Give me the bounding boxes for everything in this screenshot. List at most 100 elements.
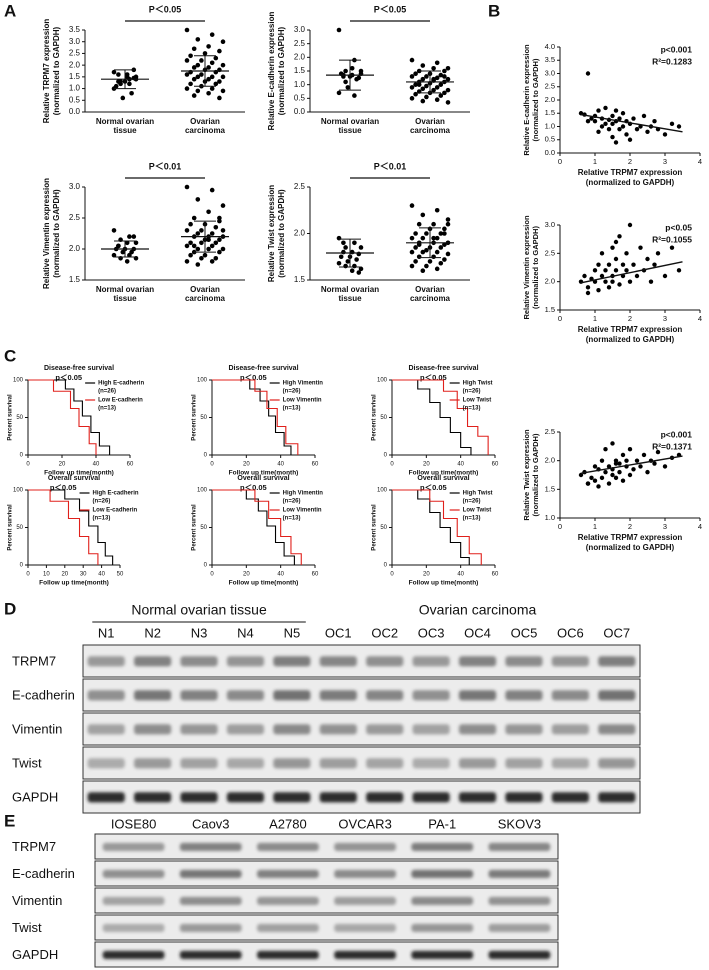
data-point <box>599 251 605 256</box>
x-tick-label: 40 <box>277 572 284 578</box>
data-point <box>603 447 608 452</box>
data-point <box>445 65 451 71</box>
blot-strip <box>94 941 559 968</box>
data-point <box>409 249 415 255</box>
legend-n: (n=13) <box>283 516 301 522</box>
data-point <box>578 472 584 478</box>
data-point <box>409 57 415 63</box>
data-point <box>662 464 668 469</box>
lane-label: N3 <box>191 625 208 640</box>
row-label: Twist <box>12 755 42 770</box>
data-point <box>424 94 429 100</box>
band <box>257 923 319 933</box>
data-point <box>662 273 668 279</box>
data-point <box>217 249 222 255</box>
data-point <box>603 469 608 475</box>
y-tick-label: 2.0 <box>69 244 81 253</box>
y-tick-label: 0.5 <box>69 95 81 104</box>
data-point <box>599 124 605 129</box>
data-point <box>434 235 440 241</box>
y-tick-label: 100 <box>377 488 388 494</box>
x-tick-label: 2 <box>628 522 632 531</box>
data-point <box>199 255 204 261</box>
data-point <box>358 266 364 272</box>
data-point <box>438 72 444 78</box>
band <box>273 758 311 769</box>
data-point <box>434 249 440 255</box>
band <box>180 690 218 701</box>
band <box>179 950 242 960</box>
data-point <box>217 48 222 54</box>
data-point <box>617 126 622 132</box>
legend-n: (n=26) <box>98 389 116 395</box>
legend-label: Low Twist <box>463 398 492 404</box>
survival-curve <box>392 489 470 565</box>
legend-label: Low Twist <box>463 508 492 514</box>
data-point <box>431 76 436 82</box>
band <box>334 896 396 906</box>
p-value: p＜0.05 <box>420 373 447 382</box>
legend-n: (n=26) <box>93 499 111 505</box>
data-point <box>434 60 440 66</box>
band <box>458 758 497 769</box>
x-axis-label: Follow up time(month) <box>229 580 299 587</box>
y-tick-label: 2.0 <box>545 456 555 465</box>
data-point <box>434 97 440 102</box>
data-point <box>191 243 197 249</box>
lane-label: OC2 <box>371 625 398 640</box>
data-point <box>409 96 415 101</box>
blot-strip <box>82 746 641 780</box>
y-axis-label: Relative E-cadherin expression <box>267 12 276 131</box>
group-label: Normal ovarian tissue <box>131 602 267 618</box>
legend-label: High Twist <box>463 381 493 387</box>
data-point <box>413 231 418 236</box>
data-point <box>613 475 619 481</box>
data-point <box>585 290 591 296</box>
data-point <box>445 100 451 105</box>
data-point <box>603 121 608 127</box>
data-point <box>620 124 626 129</box>
data-point <box>336 260 342 266</box>
data-point <box>213 225 219 230</box>
band <box>87 656 125 667</box>
legend-n: (n=26) <box>463 389 481 395</box>
data-point <box>585 71 591 76</box>
y-tick-label: 1.5 <box>294 66 306 75</box>
data-point <box>127 81 132 87</box>
data-point <box>184 27 190 33</box>
blot-strip <box>82 644 641 678</box>
data-point <box>409 203 415 208</box>
data-point <box>603 268 608 273</box>
x-tick-label: tissue <box>113 294 137 303</box>
data-point <box>645 256 650 262</box>
y-tick-label: 3.5 <box>545 55 555 64</box>
legend-label: Low Vimentin <box>283 398 322 404</box>
panel-letter: C <box>4 346 16 365</box>
band <box>458 656 497 667</box>
y-tick-label: 2.0 <box>545 277 555 286</box>
x-axis-label: (normalized to GAPDH) <box>586 335 675 344</box>
y-tick-label: 50 <box>200 415 207 421</box>
data-point <box>188 252 193 258</box>
data-point <box>634 273 640 279</box>
data-point <box>195 197 201 202</box>
y-tick-label: 100 <box>197 378 208 384</box>
blot-strip <box>94 860 559 887</box>
band <box>180 656 218 667</box>
band <box>273 690 311 701</box>
data-point <box>662 132 668 137</box>
band <box>505 792 543 803</box>
data-point <box>442 74 447 79</box>
data-point <box>585 285 591 290</box>
data-point <box>610 113 615 119</box>
band <box>179 923 242 933</box>
data-point <box>442 68 447 74</box>
data-point <box>199 72 204 77</box>
y-axis-label: Relative Twist expression <box>267 185 276 282</box>
data-point <box>206 246 211 252</box>
x-tick-label: 40 <box>93 462 100 468</box>
x-tick-label: carcinoma <box>410 126 451 135</box>
x-tick-label: tissue <box>113 126 137 135</box>
p-value: p＜0.05 <box>240 373 267 382</box>
data-point <box>596 129 601 134</box>
